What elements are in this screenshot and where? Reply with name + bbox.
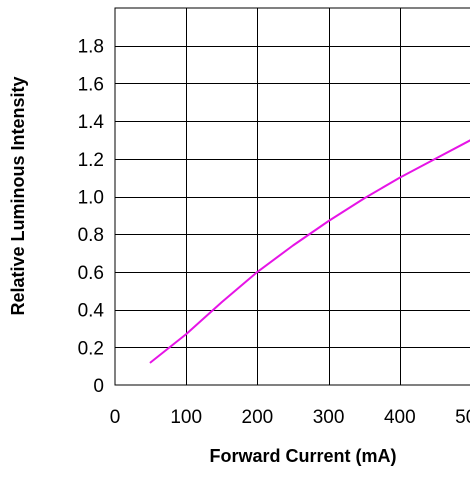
x-axis-ticks: 0 100 200 300 400 500 — [110, 407, 470, 428]
y-tick-label: 1.6 — [78, 74, 104, 95]
y-tick-label: 0.4 — [78, 301, 105, 322]
y-tick-label: 1.0 — [78, 188, 104, 209]
x-tick-label: 0 — [110, 407, 121, 428]
y-axis-title: Relative Luminous Intensity — [8, 76, 28, 315]
y-tick-label: 0.6 — [78, 263, 104, 284]
x-tick-label: 400 — [384, 407, 416, 428]
x-tick-label: 500 — [455, 407, 470, 428]
y-tick-label: 0.2 — [78, 338, 104, 359]
series-layer — [149, 139, 470, 364]
y-tick-label: 0.8 — [78, 225, 104, 246]
y-tick-label: 0 — [93, 376, 104, 397]
x-tick-label: 100 — [170, 407, 202, 428]
x-tick-label: 300 — [313, 407, 345, 428]
y-tick-label: 1.2 — [78, 150, 104, 171]
plot-frame — [114, 7, 470, 386]
series-line — [149, 139, 470, 364]
y-tick-label: 1.8 — [78, 37, 104, 58]
y-axis-ticks: 0 0.2 0.4 0.6 0.8 1.0 1.2 1.4 1.6 1.8 — [78, 37, 105, 397]
y-tick-label: 1.4 — [78, 112, 105, 133]
x-axis-title: Forward Current (mA) — [209, 446, 396, 466]
x-tick-label: 200 — [242, 407, 274, 428]
grid — [115, 8, 470, 385]
